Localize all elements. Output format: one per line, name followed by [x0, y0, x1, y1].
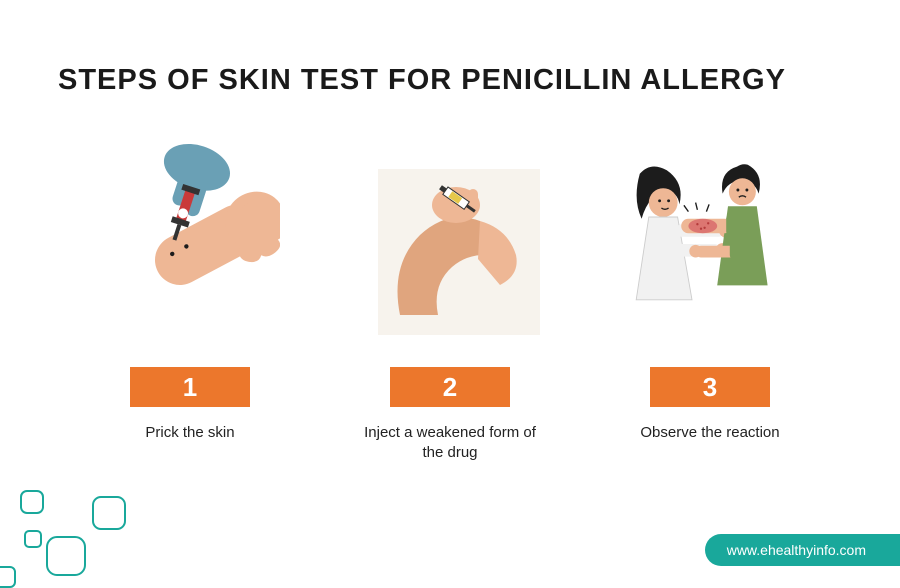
prick-skin-illustration — [100, 135, 280, 335]
step-3: 3 Observe the reaction — [600, 135, 820, 462]
inject-drug-illustration — [360, 135, 540, 335]
step-2: 2 Inject a weakened form of the drug — [340, 135, 560, 462]
steps-row: 1 Prick the skin 2 Inje — [0, 135, 900, 462]
step-label: Prick the skin — [145, 423, 234, 443]
decorative-square — [46, 536, 86, 576]
step-1: 1 Prick the skin — [80, 135, 300, 462]
step-number: 2 — [443, 372, 457, 403]
source-url-pill: www.ehealthyinfo.com — [705, 534, 900, 566]
step-label: Inject a weakened form of the drug — [360, 423, 540, 462]
decorative-square — [0, 566, 16, 588]
decorative-square — [92, 496, 126, 530]
step-number-badge: 2 — [390, 367, 510, 407]
step-number-badge: 3 — [650, 367, 770, 407]
step-number: 1 — [183, 372, 197, 403]
step-number-badge: 1 — [130, 367, 250, 407]
page-title: STEPS OF SKIN TEST FOR PENICILLIN ALLERG… — [58, 64, 786, 97]
step-number: 3 — [703, 372, 717, 403]
decorative-square — [20, 490, 44, 514]
step-label: Observe the reaction — [640, 423, 779, 443]
decorative-square — [24, 530, 42, 548]
observe-reaction-illustration — [620, 135, 800, 335]
